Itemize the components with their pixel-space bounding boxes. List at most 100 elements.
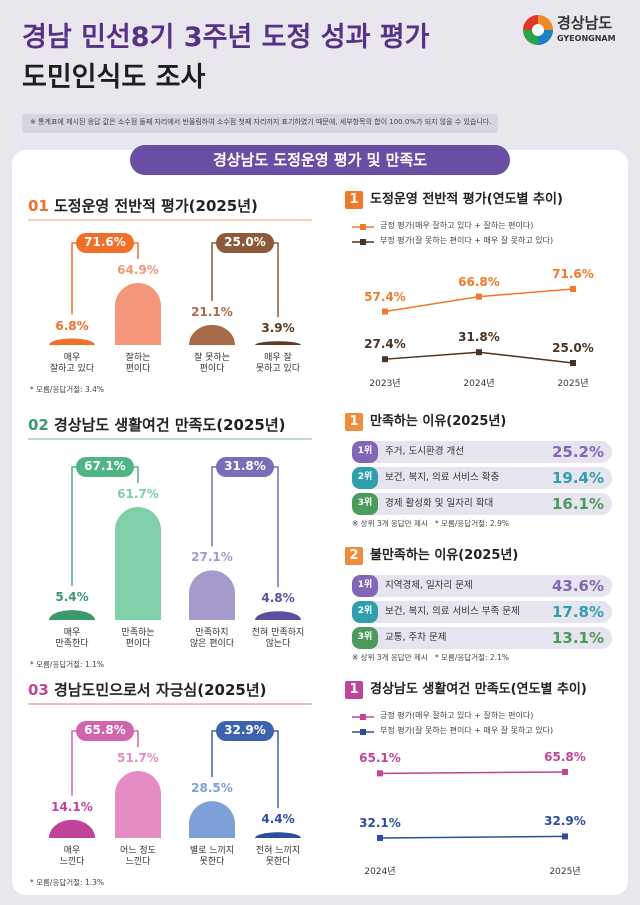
value-label: 14.1% (51, 799, 93, 814)
series-line (379, 835, 566, 839)
heading-badge (345, 191, 363, 209)
legend-label: 부정 평가(잘 못하는 편이다 + 매우 잘 못하고 있다) (380, 236, 554, 245)
rank-badge (352, 627, 378, 649)
point (562, 769, 568, 775)
item-label: 주거, 도시환경 개선 (385, 446, 464, 457)
point (570, 360, 576, 366)
heading-number: 2 (349, 548, 359, 563)
heading-badge (345, 413, 363, 431)
ranking-note: ※ 상위 3개 응답만 제시 * 모름/응답거절: 2.9% (352, 519, 509, 528)
group-pill (76, 233, 134, 253)
heading-title: 만족하는 이유(2025년) (370, 414, 507, 429)
point (377, 770, 383, 777)
bar (189, 801, 236, 838)
rank: 2위 (357, 606, 373, 616)
item-label: 보건, 복지, 의료 서비스 확충 (385, 472, 500, 483)
category-label: 잘하는 편이다 (125, 353, 151, 374)
point-label: 32.9% (544, 814, 586, 829)
rank-badge (352, 467, 378, 489)
item-label: 보건, 복지, 의료 서비스 부족 문제 (385, 606, 520, 617)
category-label: 매우 만족한다 (55, 628, 89, 649)
item-pill (352, 467, 612, 489)
group-label: 67.1% (84, 459, 126, 473)
heading-number: 1 (349, 414, 359, 429)
bar (189, 570, 236, 620)
group-label: 25.0% (224, 235, 266, 249)
item-value: 19.4% (551, 469, 604, 487)
point-label: 65.1% (359, 751, 401, 766)
item-value: 17.8% (551, 603, 604, 621)
rank-badge (352, 575, 378, 597)
legend-marker (360, 239, 366, 245)
rank: 1위 (357, 580, 373, 590)
item-pill (352, 575, 612, 597)
category-label: 전혀 느끼지 못한다 (255, 846, 301, 867)
value-label: 6.8% (55, 318, 89, 333)
value-label: 61.7% (117, 487, 159, 501)
category-label: 매우 잘하고 있다 (49, 353, 95, 374)
bar (49, 610, 95, 620)
point (377, 835, 383, 841)
section-title: 경남도민으로서 자긍심(2025년) (54, 681, 267, 699)
point (476, 349, 482, 356)
point (570, 286, 576, 292)
point-label: 57.4% (364, 289, 406, 304)
heading-title: 경상남도 생활여건 만족도(연도별 추이) (370, 682, 587, 697)
section-note: * 모름/응답거절: 3.4% (30, 385, 105, 394)
item-pill (352, 493, 612, 515)
item-value: 16.1% (551, 495, 604, 513)
point (476, 293, 482, 300)
group-pill (76, 457, 134, 477)
x-label: 2023년 (369, 379, 401, 389)
item-pill (352, 601, 612, 623)
value-label: 51.7% (117, 751, 159, 765)
heading-number: 1 (349, 682, 359, 697)
banner: 경상남도 도정운영 평가 및 만족도 (212, 151, 428, 169)
section-number: 01 (28, 197, 49, 215)
banner-pill (130, 145, 510, 175)
group-pill (76, 721, 134, 741)
group-label: 31.8% (224, 459, 266, 473)
bar (189, 324, 236, 345)
section-note: * 모름/응답거절: 1.3% (30, 878, 105, 887)
heading-badge (345, 547, 363, 565)
category-label: 잘 못하는 편이다 (194, 353, 230, 374)
logo-icon (523, 15, 553, 45)
bar (255, 832, 301, 838)
bar (115, 771, 161, 838)
value-label: 64.9% (117, 263, 159, 277)
rank: 2위 (357, 472, 373, 482)
note-bar (22, 114, 498, 133)
point-label: 27.4% (364, 337, 406, 352)
legend-marker (360, 714, 366, 720)
ranking-note: ※ 상위 3개 응답만 제시 * 모름/응답거절: 2.1% (352, 653, 509, 662)
item-label: 교통, 주차 문제 (385, 632, 447, 643)
section-number: 02 (28, 416, 49, 434)
item-label: 지역경제, 일자리 문제 (385, 580, 473, 591)
legend-marker (360, 224, 366, 230)
section-title: 도정운영 전반적 평가(2025년) (54, 197, 258, 215)
x-label: 2024년 (364, 867, 396, 877)
category-label: 매우 느낀다 (59, 846, 85, 867)
point-label: 25.0% (552, 341, 594, 355)
note: ※ 통계표에 제시된 응답 값은 소수점 둘째 자리에서 반올림하여 소수점 첫… (30, 118, 492, 126)
title: 경남 민선8기 3주년 도정 성과 평가 (22, 22, 430, 53)
group-label: 65.8% (84, 723, 126, 737)
x-label: 2025년 (549, 867, 581, 877)
item-pill (352, 627, 612, 649)
x-label: 2025년 (557, 379, 589, 389)
section-note: * 모름/응답거절: 1.1% (30, 660, 105, 669)
point (382, 356, 388, 363)
heading-title: 불만족하는 이유(2025년) (370, 548, 519, 563)
category-label: 만족하는 편이다 (121, 628, 155, 649)
group-label: 71.6% (84, 235, 126, 249)
rank-badge (352, 493, 378, 515)
legend-marker (360, 729, 366, 735)
value-label: 28.5% (191, 781, 233, 796)
point-label: 31.8% (458, 330, 500, 345)
bar (255, 611, 301, 620)
value-label: 21.1% (191, 304, 233, 319)
bar (255, 341, 301, 345)
value-label: 27.1% (191, 550, 233, 565)
